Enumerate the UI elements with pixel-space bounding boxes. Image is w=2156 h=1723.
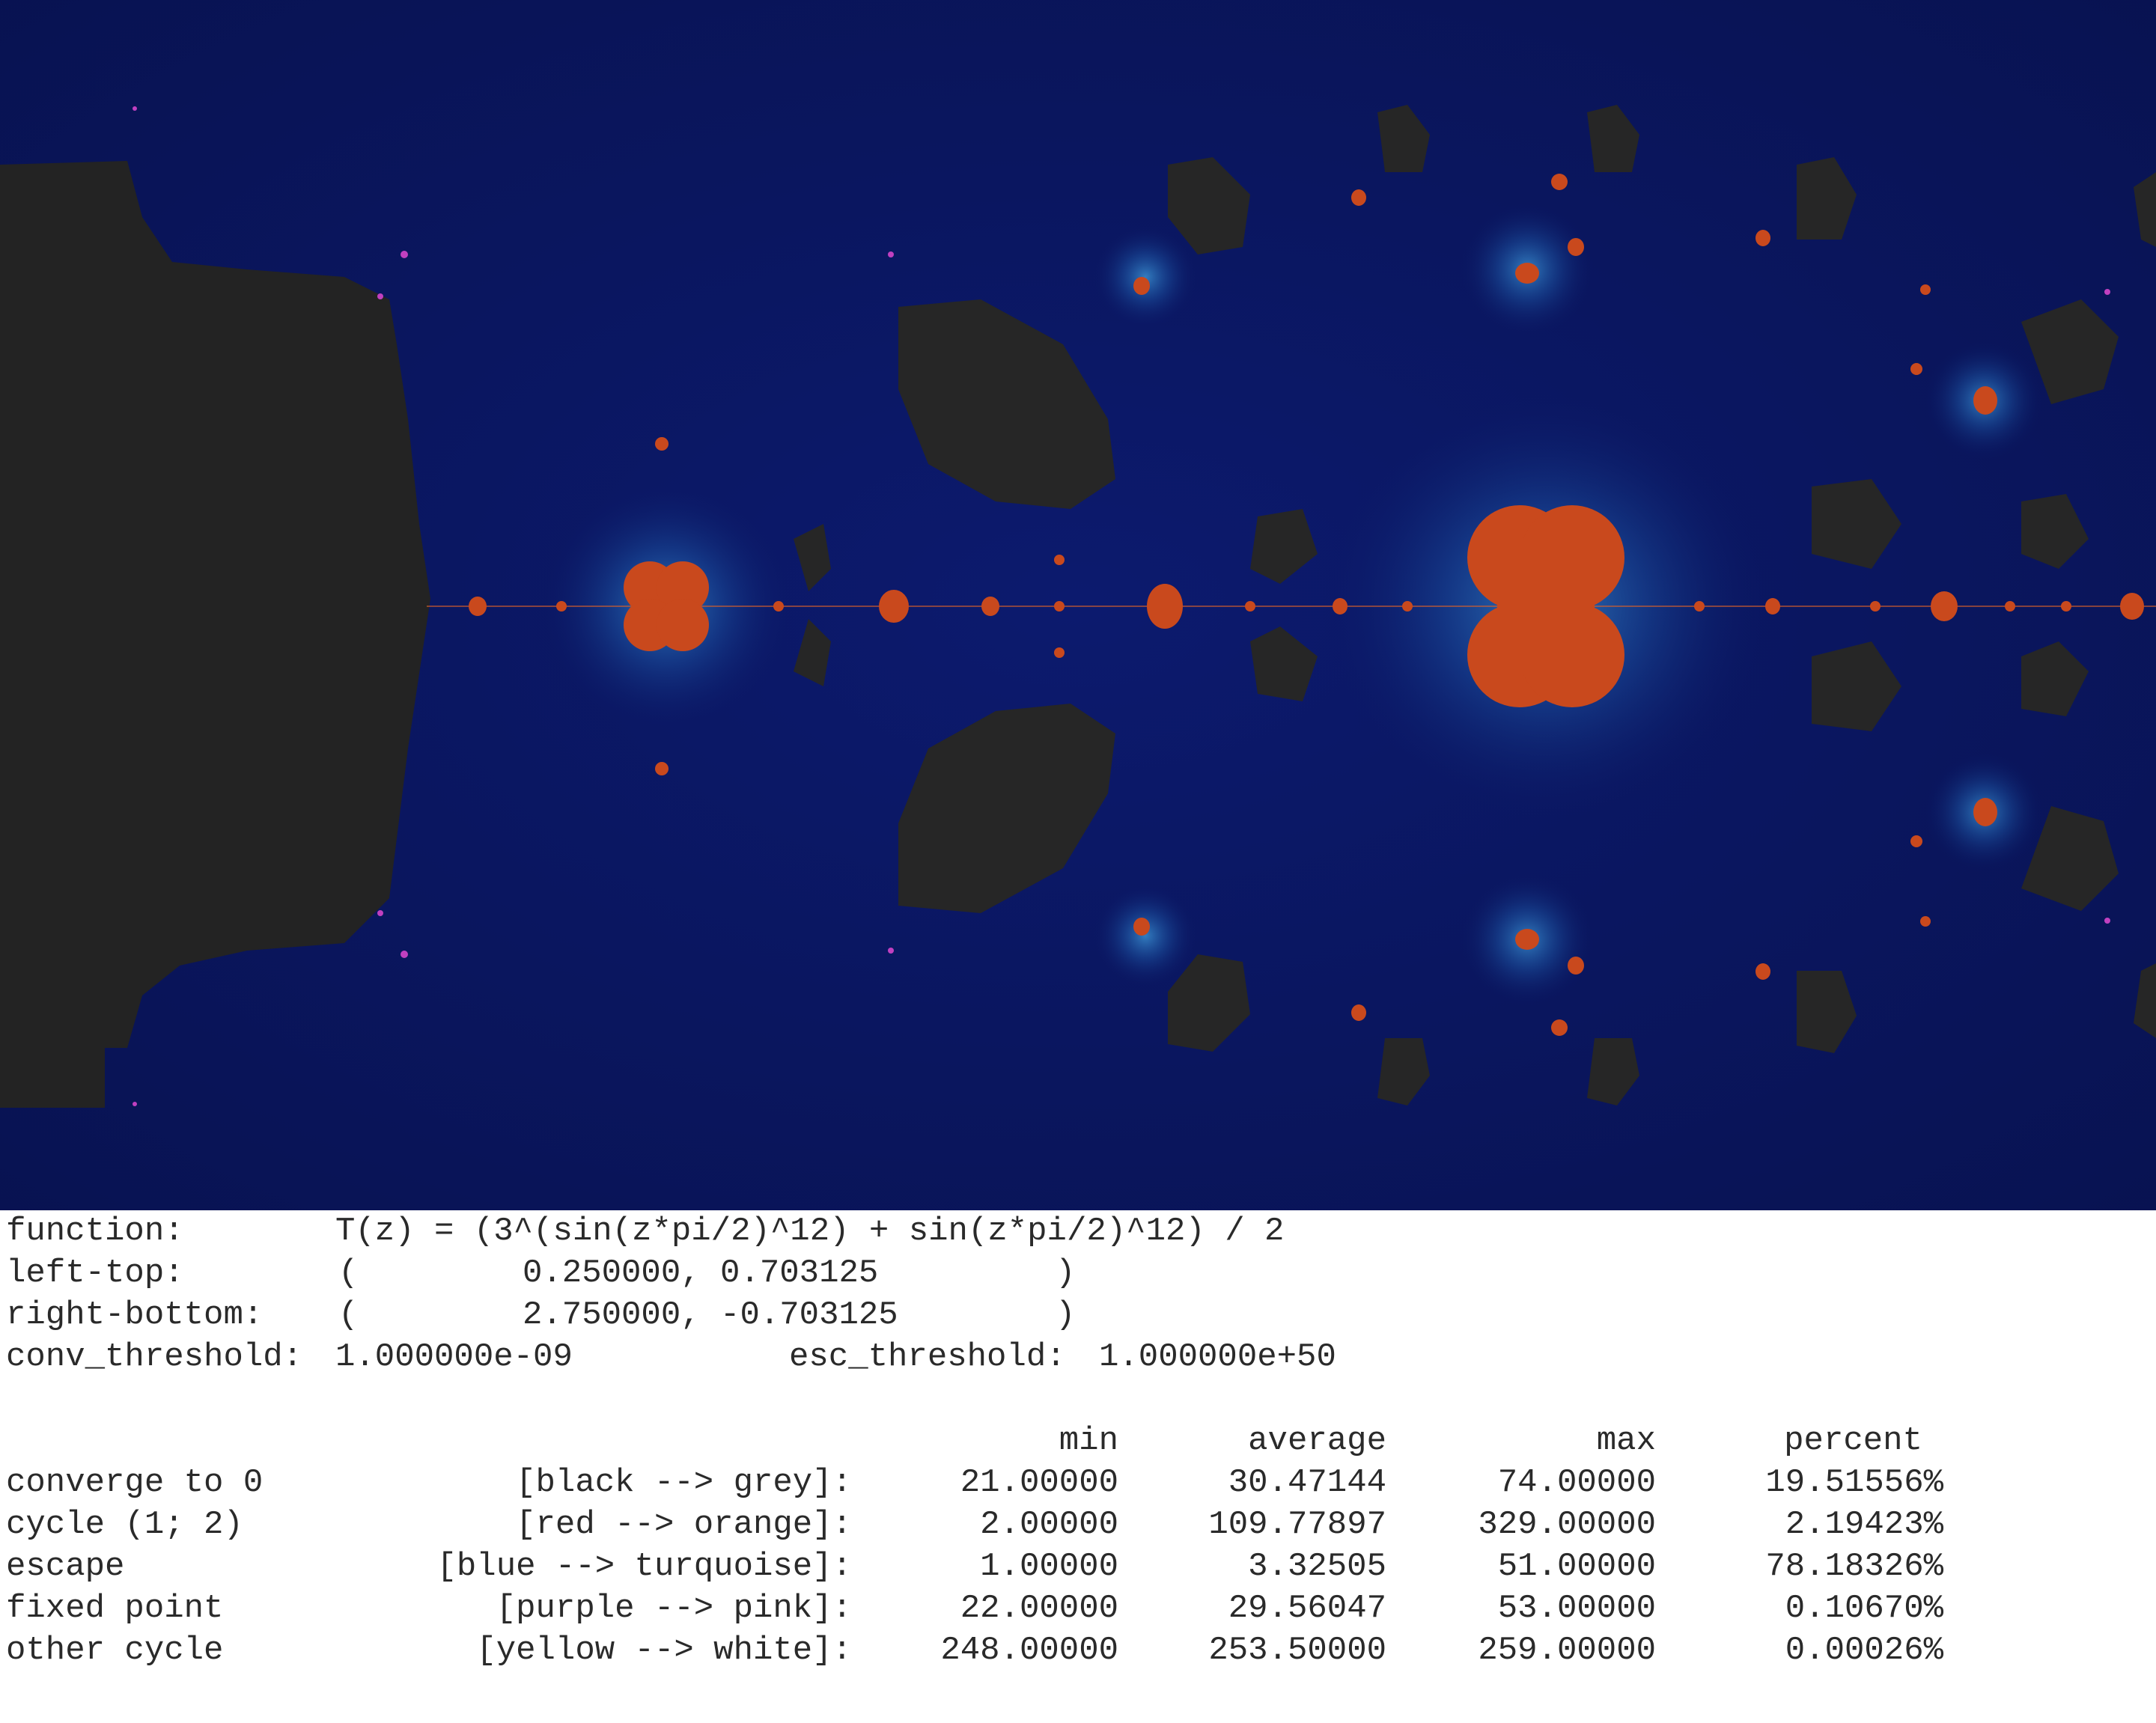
fractal-image (0, 0, 2156, 1210)
row-colors: [black --> grey]: (516, 1464, 852, 1501)
conv-threshold-label: conv_threshold: (6, 1338, 303, 1376)
info-panel: function: T(z) = (3^(sin(z*pi/2)^12) + s… (0, 1210, 2156, 1723)
row-name: converge to 0 (6, 1464, 264, 1501)
row-percent: 0.10670% (1785, 1590, 1943, 1627)
row-average: 30.47144 (1228, 1464, 1386, 1501)
right-bottom-label: right-bottom: (6, 1296, 264, 1334)
row-min: 1.00000 (980, 1548, 1118, 1585)
row-name: cycle (1; 2) (6, 1506, 243, 1543)
row-max: 259.00000 (1478, 1632, 1656, 1669)
cycle-regions (469, 174, 2144, 1036)
row-colors: [purple --> pink]: (496, 1590, 852, 1627)
row-percent: 19.51556% (1765, 1464, 1943, 1501)
left-top-close: ) (1056, 1254, 1076, 1292)
header-percent: percent (1784, 1422, 1922, 1460)
row-colors: [blue --> turquoise]: (436, 1548, 853, 1585)
left-top-label: left-top: (6, 1254, 184, 1292)
row-colors: [yellow --> white]: (476, 1632, 852, 1669)
row-colors: [red --> orange]: (516, 1506, 852, 1543)
row-average: 253.50000 (1208, 1632, 1386, 1669)
row-percent: 78.18326% (1765, 1548, 1943, 1585)
row-min: 21.00000 (960, 1464, 1118, 1501)
row-percent: 0.00026% (1785, 1632, 1943, 1669)
conv-threshold-value: 1.000000e-09 (335, 1338, 573, 1376)
fixed-point-specks (133, 106, 2110, 1106)
row-max: 329.00000 (1478, 1506, 1656, 1543)
row-name: escape (6, 1548, 125, 1585)
header-average: average (1248, 1422, 1386, 1460)
right-bottom-value: 2.750000, -0.703125 (523, 1296, 898, 1334)
row-average: 109.77897 (1208, 1506, 1386, 1543)
row-average: 3.32505 (1248, 1548, 1386, 1585)
row-min: 248.00000 (940, 1632, 1118, 1669)
esc-threshold-value: 1.000000e+50 (1099, 1338, 1336, 1376)
row-percent: 2.19423% (1785, 1506, 1943, 1543)
right-bottom-close: ) (1056, 1296, 1076, 1334)
right-bottom-open: ( (338, 1296, 359, 1334)
function-label: function: (6, 1213, 184, 1250)
row-min: 2.00000 (980, 1506, 1118, 1543)
row-name: fixed point (6, 1590, 224, 1627)
left-top-open: ( (338, 1254, 359, 1292)
row-min: 22.00000 (960, 1590, 1118, 1627)
function-value: T(z) = (3^(sin(z*pi/2)^12) + sin(z*pi/2)… (335, 1213, 1285, 1250)
header-max: max (1596, 1422, 1656, 1460)
esc-threshold-label: esc_threshold: (789, 1338, 1066, 1376)
row-name: other cycle (6, 1632, 224, 1669)
row-max: 53.00000 (1497, 1590, 1656, 1627)
row-max: 51.00000 (1497, 1548, 1656, 1585)
row-average: 29.56047 (1228, 1590, 1386, 1627)
row-max: 74.00000 (1497, 1464, 1656, 1501)
converge-region-left (0, 161, 430, 1048)
converge-islands (794, 105, 2156, 1106)
header-min: min (1059, 1422, 1118, 1460)
left-top-value: 0.250000, 0.703125 (523, 1254, 879, 1292)
